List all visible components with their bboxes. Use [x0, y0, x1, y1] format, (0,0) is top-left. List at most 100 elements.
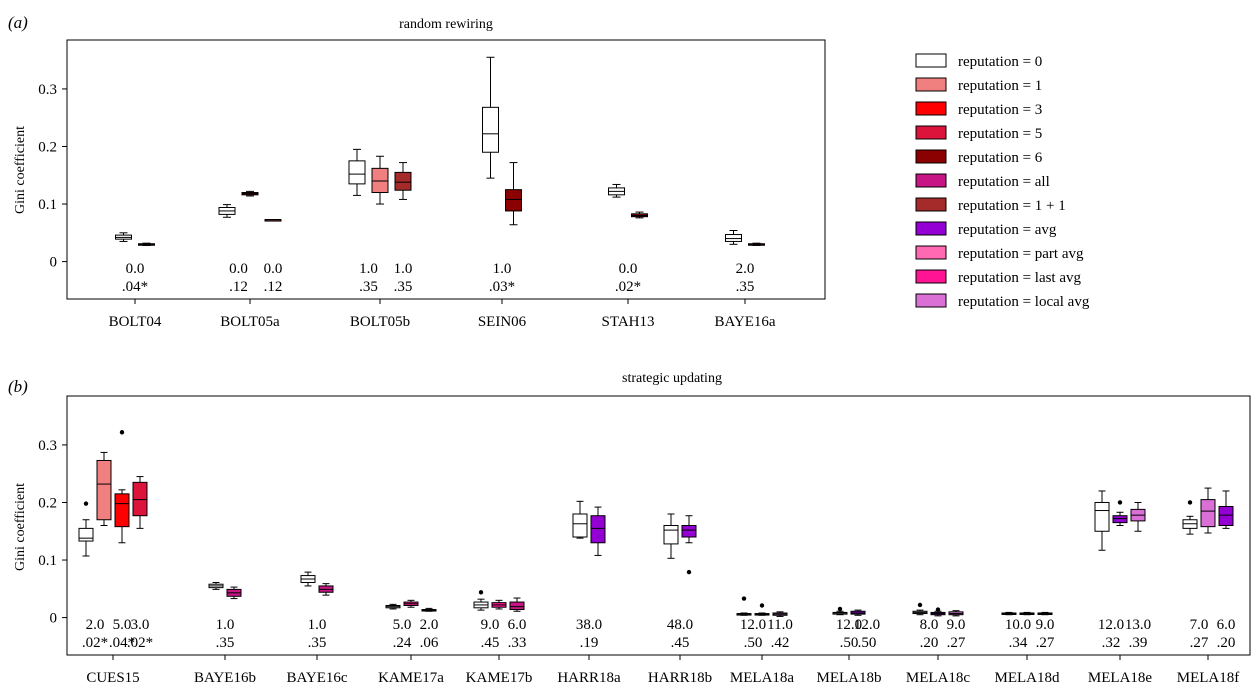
stat-annotation-bottom: .04*	[122, 279, 148, 295]
legend-label: reputation = all	[958, 174, 1050, 190]
legend-swatch	[915, 293, 947, 308]
outlier-point	[935, 607, 941, 612]
stat-annotation-bottom: .45	[481, 635, 500, 651]
box-plot	[509, 597, 525, 612]
stat-annotation-top: 7.0	[1190, 617, 1209, 633]
x-tick-label: HARR18b	[648, 670, 712, 686]
y-tick-label: 0	[50, 255, 58, 271]
box-plot	[264, 219, 282, 222]
outlier-point	[759, 603, 765, 608]
box-plot	[912, 602, 928, 616]
axes-frame	[66, 395, 1251, 656]
legend-item: reputation = 0	[915, 53, 1042, 70]
legend: reputation = 0 reputation = 1 reputation =…	[915, 53, 1090, 310]
box	[1200, 499, 1216, 528]
box	[348, 160, 366, 185]
outlier-point	[686, 569, 692, 575]
box	[371, 167, 389, 194]
stat-annotation-top: 2.0	[420, 617, 439, 633]
x-tick-label: CUES15	[86, 670, 139, 686]
stat-annotation-top: 8.0	[920, 617, 939, 633]
box-plot	[590, 506, 606, 556]
x-tick-label: SEIN06	[478, 314, 527, 330]
stat-annotation-bottom: .20	[1217, 635, 1236, 651]
box	[681, 525, 697, 538]
stat-annotation-bottom: .27	[947, 635, 966, 651]
stat-annotation-top: 11.0	[767, 617, 793, 633]
stat-annotation-top: 1.0	[308, 617, 327, 633]
box	[505, 189, 522, 212]
stat-annotation-bottom: .34	[1009, 635, 1028, 651]
box-plot	[663, 513, 679, 559]
stat-annotation-top: 12.0	[740, 617, 766, 633]
stat-annotation-bottom: .03*	[489, 279, 515, 295]
x-tick-label: MELA18a	[730, 670, 794, 686]
legend-label: reputation = 0	[958, 54, 1042, 70]
legend-item: reputation = 6	[915, 149, 1043, 166]
box-plot	[421, 607, 437, 612]
stat-annotation-top: 10.0	[1005, 617, 1031, 633]
x-tick-label: MELA18f	[1177, 670, 1240, 686]
stat-annotation-top: 12.0	[836, 617, 862, 633]
legend-label: reputation = last avg	[958, 270, 1082, 286]
stat-annotation-top: 0.0	[229, 261, 248, 277]
box-plot	[1200, 487, 1216, 534]
stat-annotation-top: 2.0	[736, 261, 755, 277]
stat-annotation-top: 6.0	[1217, 617, 1236, 633]
box-plot	[1019, 611, 1035, 616]
legend-item: reputation = local avg	[915, 293, 1090, 310]
stat-annotation-top: 9.0	[481, 617, 500, 633]
x-tick-label: MELA18d	[995, 670, 1060, 686]
stat-annotation-bottom: .04*	[109, 635, 135, 651]
stat-annotation-top: 9.0	[1036, 617, 1055, 633]
box-plot	[318, 583, 334, 596]
box-plot	[572, 500, 588, 539]
y-tick-label: 0	[50, 611, 58, 627]
box-plot	[832, 606, 848, 616]
stat-annotation-bottom: .42	[771, 635, 790, 651]
box-plot	[1130, 501, 1146, 532]
box-plot	[114, 430, 130, 544]
legend-swatch	[915, 221, 947, 236]
stat-annotation-top: 5.0	[393, 617, 412, 633]
box	[96, 459, 112, 521]
outlier-point	[917, 602, 923, 608]
stat-annotation-bottom: .19	[580, 635, 599, 651]
outlier-point	[1187, 500, 1193, 505]
stat-annotation-top: 6.0	[508, 617, 527, 633]
box	[590, 515, 606, 544]
box-plot	[1112, 500, 1128, 526]
box-plot	[385, 603, 401, 610]
legend-swatch	[915, 269, 947, 284]
legend-label: reputation = 6	[958, 150, 1043, 166]
stat-annotation-top: 0.0	[126, 261, 145, 277]
box-plot	[736, 596, 752, 616]
stat-annotation-top: 12.0	[1098, 617, 1124, 633]
stat-annotation-bottom: .06	[420, 635, 439, 651]
stat-annotation-bottom: .27	[1190, 635, 1209, 651]
stat-annotation-bottom: .39	[1129, 635, 1148, 651]
box-plot	[948, 610, 964, 617]
x-tick-label: STAH13	[602, 314, 655, 330]
plot-panel-b: 0 0.1 0.2 0.3 CUES15 2.0 .02* 5.0 .04* 3.0 .02* BAY…	[38, 395, 1251, 686]
box-plot	[300, 571, 316, 587]
box-plot	[850, 609, 866, 616]
legend-swatch	[915, 197, 947, 212]
stat-annotation-bottom: .35	[359, 279, 378, 295]
legend-swatch	[915, 53, 947, 68]
stat-annotation-bottom: .35	[216, 635, 235, 651]
box-plot	[96, 451, 112, 526]
legend-swatch	[915, 149, 947, 164]
y-tick-label: 0.3	[38, 438, 57, 454]
outlier-point	[741, 596, 747, 601]
stat-annotation-top: 13.0	[1125, 617, 1151, 633]
panel-b-title: strategic updating	[622, 371, 722, 386]
stat-annotation-top: 12.0	[854, 617, 880, 633]
y-tick-label: 0.1	[38, 553, 57, 569]
stat-annotation-bottom: .20	[920, 635, 939, 651]
legend-swatch	[915, 245, 947, 260]
legend-label: reputation = avg	[958, 222, 1057, 238]
stat-annotation-bottom: .02*	[615, 279, 641, 295]
stat-annotation-top: 48.0	[667, 617, 693, 633]
x-tick-label: KAME17a	[378, 670, 444, 686]
